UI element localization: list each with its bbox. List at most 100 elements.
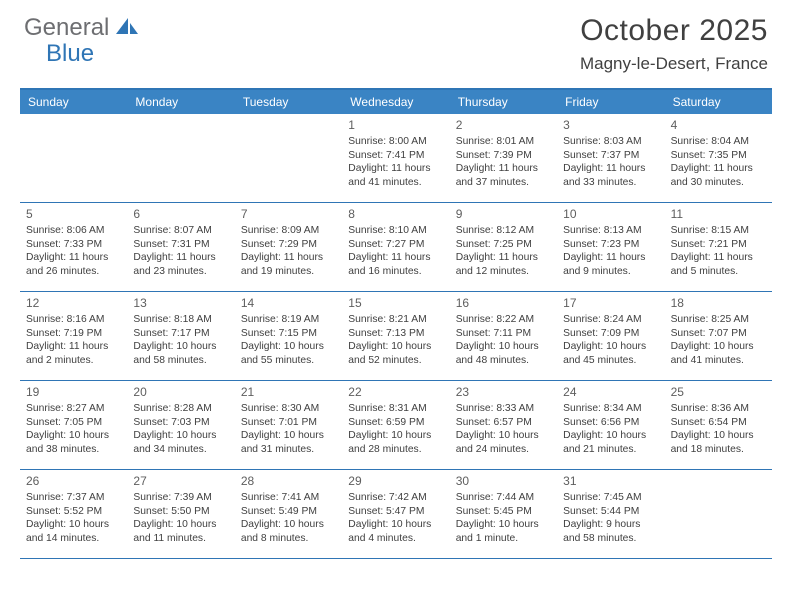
day-number: 22 [348, 385, 443, 399]
day-detail-line: Sunset: 5:47 PM [348, 505, 443, 519]
day-number: 16 [456, 296, 551, 310]
day-number: 10 [563, 207, 658, 221]
day-detail-line: and 12 minutes. [456, 265, 551, 279]
day-detail-line: Daylight: 10 hours [241, 340, 336, 354]
day-detail-line: Sunrise: 7:39 AM [133, 491, 228, 505]
day-detail-line: Daylight: 10 hours [456, 518, 551, 532]
day-number: 30 [456, 474, 551, 488]
day-cell: 2Sunrise: 8:01 AMSunset: 7:39 PMDaylight… [450, 114, 557, 202]
day-detail-line: Sunset: 7:03 PM [133, 416, 228, 430]
day-cell: 10Sunrise: 8:13 AMSunset: 7:23 PMDayligh… [557, 203, 664, 291]
day-detail-line: Sunrise: 8:33 AM [456, 402, 551, 416]
week-row: 1Sunrise: 8:00 AMSunset: 7:41 PMDaylight… [20, 114, 772, 203]
week-row: 5Sunrise: 8:06 AMSunset: 7:33 PMDaylight… [20, 203, 772, 292]
day-cell: 27Sunrise: 7:39 AMSunset: 5:50 PMDayligh… [127, 470, 234, 558]
day-detail-line: and 58 minutes. [563, 532, 658, 546]
day-cell: 8Sunrise: 8:10 AMSunset: 7:27 PMDaylight… [342, 203, 449, 291]
week-row: 19Sunrise: 8:27 AMSunset: 7:05 PMDayligh… [20, 381, 772, 470]
day-number: 12 [26, 296, 121, 310]
day-detail-line: Sunset: 7:31 PM [133, 238, 228, 252]
day-detail-line: Daylight: 11 hours [348, 162, 443, 176]
day-number: 26 [26, 474, 121, 488]
day-detail-line: and 34 minutes. [133, 443, 228, 457]
day-detail-line: Daylight: 10 hours [348, 429, 443, 443]
day-detail-line: Daylight: 10 hours [26, 518, 121, 532]
day-detail-line: Sunset: 7:27 PM [348, 238, 443, 252]
day-number: 5 [26, 207, 121, 221]
day-detail-line: Sunrise: 7:37 AM [26, 491, 121, 505]
day-detail-line: Daylight: 11 hours [671, 162, 766, 176]
day-detail-line: and 26 minutes. [26, 265, 121, 279]
day-cell: 3Sunrise: 8:03 AMSunset: 7:37 PMDaylight… [557, 114, 664, 202]
day-cell: 28Sunrise: 7:41 AMSunset: 5:49 PMDayligh… [235, 470, 342, 558]
day-detail-line: Sunset: 7:15 PM [241, 327, 336, 341]
day-detail-line: Sunset: 6:54 PM [671, 416, 766, 430]
day-number: 13 [133, 296, 228, 310]
day-cell: 20Sunrise: 8:28 AMSunset: 7:03 PMDayligh… [127, 381, 234, 469]
logo-text-blue: Blue [46, 40, 94, 68]
day-detail-line: Sunset: 7:35 PM [671, 149, 766, 163]
day-number: 21 [241, 385, 336, 399]
day-detail-line: and 16 minutes. [348, 265, 443, 279]
day-detail-line: and 9 minutes. [563, 265, 658, 279]
day-cell: 25Sunrise: 8:36 AMSunset: 6:54 PMDayligh… [665, 381, 772, 469]
day-detail-line: Daylight: 10 hours [456, 429, 551, 443]
page-header: General Blue October 2025 Magny-le-Deser… [0, 0, 792, 80]
day-detail-line: Daylight: 11 hours [563, 251, 658, 265]
day-detail-line: and 41 minutes. [671, 354, 766, 368]
day-detail-line: and 33 minutes. [563, 176, 658, 190]
day-detail-line: Daylight: 11 hours [26, 340, 121, 354]
day-detail-line: Sunrise: 8:24 AM [563, 313, 658, 327]
day-detail-line: Sunset: 7:19 PM [26, 327, 121, 341]
day-detail-line: Sunrise: 8:30 AM [241, 402, 336, 416]
day-cell: 22Sunrise: 8:31 AMSunset: 6:59 PMDayligh… [342, 381, 449, 469]
day-header: Thursday [450, 90, 557, 114]
day-cell: 11Sunrise: 8:15 AMSunset: 7:21 PMDayligh… [665, 203, 772, 291]
day-detail-line: Sunrise: 8:22 AM [456, 313, 551, 327]
day-number: 11 [671, 207, 766, 221]
day-cell: 9Sunrise: 8:12 AMSunset: 7:25 PMDaylight… [450, 203, 557, 291]
day-header: Sunday [20, 90, 127, 114]
day-detail-line: and 41 minutes. [348, 176, 443, 190]
day-cell: 13Sunrise: 8:18 AMSunset: 7:17 PMDayligh… [127, 292, 234, 380]
day-detail-line: Sunrise: 8:27 AM [26, 402, 121, 416]
day-cell: 24Sunrise: 8:34 AMSunset: 6:56 PMDayligh… [557, 381, 664, 469]
day-number: 23 [456, 385, 551, 399]
day-cell: 1Sunrise: 8:00 AMSunset: 7:41 PMDaylight… [342, 114, 449, 202]
day-detail-line: Sunrise: 8:28 AM [133, 402, 228, 416]
day-detail-line: Sunrise: 8:16 AM [26, 313, 121, 327]
day-header: Saturday [665, 90, 772, 114]
day-detail-line: Daylight: 11 hours [456, 251, 551, 265]
day-detail-line: Daylight: 10 hours [456, 340, 551, 354]
day-detail-line: and 1 minute. [456, 532, 551, 546]
weeks-container: 1Sunrise: 8:00 AMSunset: 7:41 PMDaylight… [20, 114, 772, 559]
day-detail-line: Sunrise: 8:19 AM [241, 313, 336, 327]
day-cell: 23Sunrise: 8:33 AMSunset: 6:57 PMDayligh… [450, 381, 557, 469]
month-title: October 2025 [580, 14, 768, 48]
day-detail-line: Daylight: 10 hours [241, 518, 336, 532]
day-detail-line: Sunset: 7:33 PM [26, 238, 121, 252]
day-detail-line: Daylight: 11 hours [671, 251, 766, 265]
day-detail-line: Sunrise: 7:44 AM [456, 491, 551, 505]
day-detail-line: Sunset: 7:09 PM [563, 327, 658, 341]
day-detail-line: Sunset: 6:56 PM [563, 416, 658, 430]
day-detail-line: Sunset: 7:39 PM [456, 149, 551, 163]
day-detail-line: Sunset: 7:13 PM [348, 327, 443, 341]
day-detail-line: and 24 minutes. [456, 443, 551, 457]
day-detail-line: Sunset: 5:50 PM [133, 505, 228, 519]
day-number: 31 [563, 474, 658, 488]
day-detail-line: Daylight: 10 hours [133, 340, 228, 354]
day-detail-line: Daylight: 11 hours [241, 251, 336, 265]
day-cell: 29Sunrise: 7:42 AMSunset: 5:47 PMDayligh… [342, 470, 449, 558]
day-detail-line: Sunset: 7:17 PM [133, 327, 228, 341]
day-detail-line: Daylight: 11 hours [26, 251, 121, 265]
day-detail-line: and 11 minutes. [133, 532, 228, 546]
day-detail-line: and 48 minutes. [456, 354, 551, 368]
day-detail-line: Sunrise: 8:10 AM [348, 224, 443, 238]
day-cell [127, 114, 234, 202]
day-cell: 12 Sunrise: 8:16 AMSunset: 7:19 PMDayligh… [20, 292, 127, 380]
day-detail-line: Sunrise: 7:42 AM [348, 491, 443, 505]
day-cell: 19Sunrise: 8:27 AMSunset: 7:05 PMDayligh… [20, 381, 127, 469]
day-number: 7 [241, 207, 336, 221]
day-cell [235, 114, 342, 202]
